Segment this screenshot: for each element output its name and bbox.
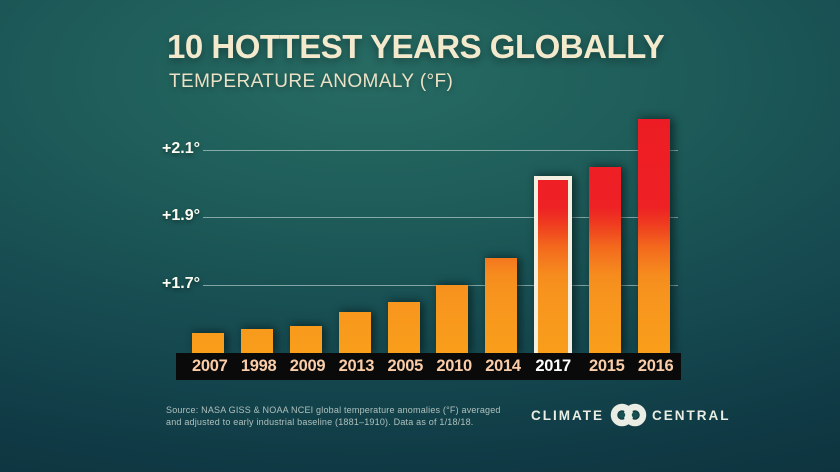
x-axis-label-2013: 2013 <box>338 357 375 375</box>
x-axis-label-2016: 2016 <box>637 357 674 375</box>
climate-central-logo: CLIMATE CENTRAL <box>531 403 731 427</box>
cc-rings-icon <box>609 403 647 427</box>
bar-2017 <box>538 180 569 353</box>
bar-2009 <box>289 326 322 353</box>
chart-title: 10 HOTTEST YEARS GLOBALLY <box>167 28 665 65</box>
brand-word-central: CENTRAL <box>652 407 731 423</box>
bar-2016 <box>637 119 670 353</box>
x-axis-label-2014: 2014 <box>485 357 521 375</box>
x-axis-label-2005: 2005 <box>387 357 424 375</box>
y-axis-tick-label-1.9: +1.9° <box>162 207 200 225</box>
bar-2010 <box>436 285 469 353</box>
gridline-2.1 <box>203 149 678 151</box>
x-axis-labels: 2007 1998 2009 2013 2005 2010 2014 2017 2015 2016 <box>192 353 674 380</box>
brand-word-climate: CLIMATE <box>531 407 604 423</box>
x-axis-label-1998: 1998 <box>240 357 277 375</box>
y-axis-tick-label-2.1: +2.1° <box>162 139 200 157</box>
x-axis-label-2017: 2017 <box>535 357 571 375</box>
bar-2013 <box>338 312 371 353</box>
x-axis-label-2015: 2015 <box>589 357 625 375</box>
bar-2015 <box>589 167 621 353</box>
bar-highlight-outline <box>534 176 573 353</box>
source-note-line1: Source: NASA GISS & NOAA NCEI global tem… <box>166 405 501 415</box>
x-axis-label-2009: 2009 <box>289 357 326 375</box>
bar-1998 <box>240 329 273 353</box>
bar-series <box>192 114 670 353</box>
x-axis-label-2010: 2010 <box>436 357 472 375</box>
bar-2007 <box>192 333 224 353</box>
gridline-1.9 <box>203 217 678 219</box>
chart-subtitle: TEMPERATURE ANOMALY (°F) <box>169 71 454 92</box>
bar-2005 <box>387 302 420 353</box>
x-axis-strip: 2007 1998 2009 2013 2005 2010 2014 2017 2015 2016 <box>176 353 681 380</box>
source-note: Source: NASA GISS & NOAA NCEI global tem… <box>166 404 501 428</box>
y-axis-tick-label-1.7: +1.7° <box>162 275 200 293</box>
x-axis-label-2007: 2007 <box>192 357 228 375</box>
source-note-line2: and adjusted to early industrial baselin… <box>166 417 474 427</box>
bar-2014 <box>485 258 518 353</box>
